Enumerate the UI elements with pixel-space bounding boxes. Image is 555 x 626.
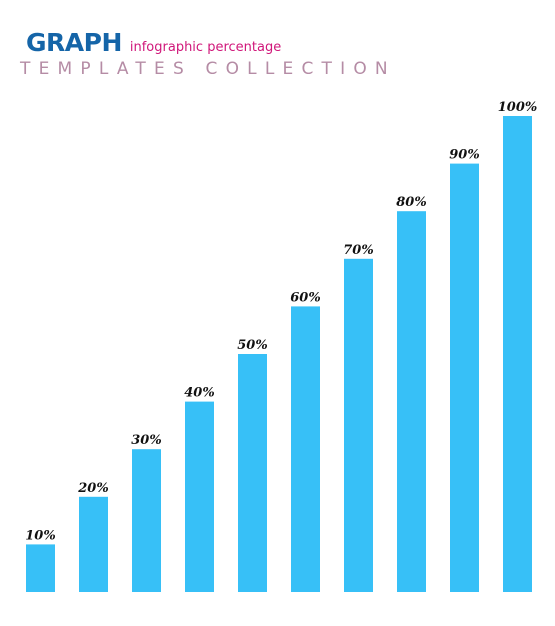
bar-value-label-9: 90%: [449, 148, 479, 163]
chart-subtitle: infographic percentage: [129, 40, 282, 55]
bar-5: [238, 354, 267, 592]
bar-6: [291, 306, 320, 592]
chart-title: GRAPH: [26, 28, 122, 57]
bar-value-label-3: 30%: [131, 433, 161, 448]
chart-header: GRAPH infographic percentage: [26, 30, 281, 55]
bar-10: [503, 116, 532, 592]
bar-value-label-10: 100%: [498, 100, 538, 115]
title-row: GRAPH infographic percentage: [26, 30, 281, 55]
bar-value-label-4: 40%: [184, 386, 214, 401]
bar-value-label-6: 60%: [290, 290, 320, 305]
chart-tagline: TEMPLATES COLLECTION: [20, 59, 396, 79]
bar-3: [132, 449, 161, 592]
bar-2: [79, 496, 108, 592]
bar-7: [344, 258, 373, 592]
bar-value-label-1: 10%: [25, 528, 55, 543]
bar-value-label-7: 70%: [343, 243, 373, 258]
bar-9: [450, 163, 479, 592]
bar-1: [26, 544, 55, 592]
bar-value-label-8: 80%: [396, 195, 426, 210]
bar-8: [397, 211, 426, 592]
bar-4: [185, 401, 214, 592]
bar-value-label-2: 20%: [77, 481, 108, 496]
bar-value-label-5: 50%: [237, 338, 267, 353]
